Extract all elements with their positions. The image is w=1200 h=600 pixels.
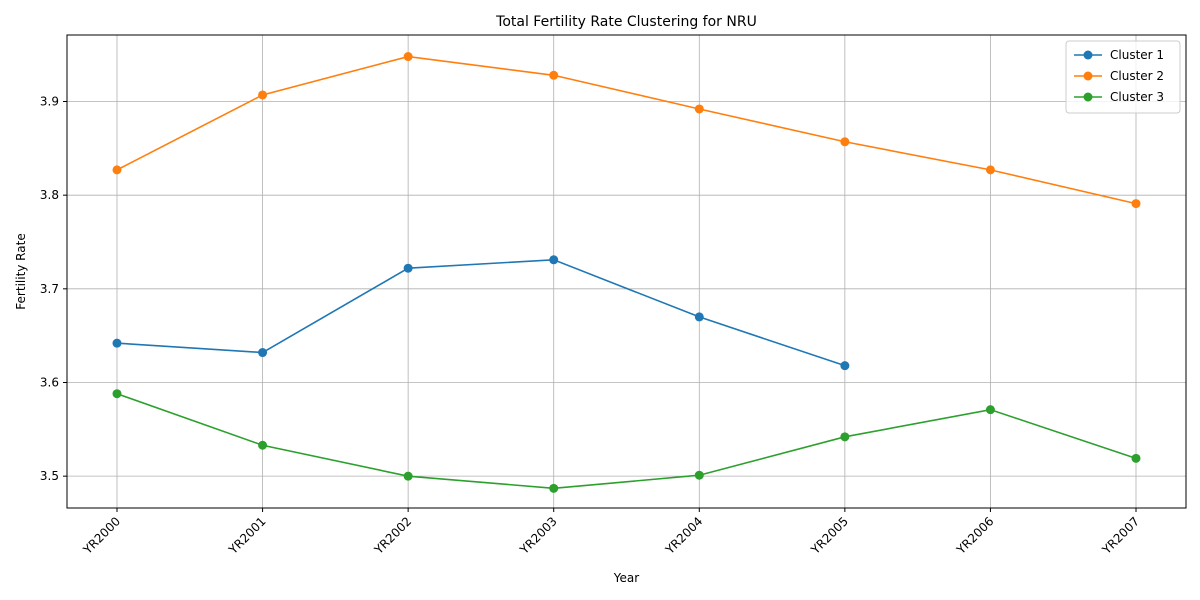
data-point-cluster-2 bbox=[840, 137, 850, 147]
data-point-cluster-3 bbox=[549, 483, 559, 493]
legend-box bbox=[1065, 40, 1181, 114]
data-point-cluster-2 bbox=[985, 165, 995, 175]
data-point-cluster-1 bbox=[840, 361, 850, 371]
data-point-cluster-2 bbox=[549, 70, 559, 80]
data-point-cluster-3 bbox=[840, 432, 850, 442]
series-line-cluster-1 bbox=[116, 258, 846, 367]
x-axis-label: Year bbox=[613, 571, 639, 585]
y-axis-label: Fertility Rate bbox=[14, 233, 28, 309]
data-point-cluster-1 bbox=[258, 348, 268, 358]
legend-swatch-marker bbox=[1083, 71, 1093, 81]
series-line-cluster-2 bbox=[116, 55, 1137, 205]
data-point-cluster-2 bbox=[694, 104, 704, 114]
y-tick-label: 3.5 bbox=[40, 469, 59, 483]
data-point-cluster-2 bbox=[1131, 199, 1141, 209]
legend-swatch-marker bbox=[1083, 92, 1093, 102]
data-point-cluster-1 bbox=[403, 263, 413, 273]
y-tick-label: 3.6 bbox=[40, 375, 59, 389]
series-line-cluster-3 bbox=[116, 392, 1137, 490]
legend-label: Cluster 3 bbox=[1110, 90, 1164, 104]
legend: Cluster 1 Cluster 2 Cluster 3 bbox=[1065, 40, 1181, 114]
plot-frame bbox=[66, 34, 1187, 509]
data-point-cluster-2 bbox=[258, 90, 268, 100]
legend-swatch-marker bbox=[1083, 50, 1093, 60]
data-point-cluster-2 bbox=[112, 165, 122, 175]
data-point-cluster-3 bbox=[403, 471, 413, 481]
data-point-cluster-3 bbox=[112, 389, 122, 399]
data-point-cluster-3 bbox=[985, 405, 995, 415]
y-tick-label: 3.8 bbox=[40, 188, 59, 202]
data-point-cluster-1 bbox=[549, 255, 559, 265]
chart-title: Total Fertility Rate Clustering for NRU bbox=[495, 14, 757, 30]
grid-layer bbox=[67, 35, 1186, 508]
data-point-cluster-1 bbox=[694, 312, 704, 322]
data-point-cluster-3 bbox=[1131, 453, 1141, 463]
legend-label: Cluster 2 bbox=[1110, 69, 1164, 83]
y-tick-label: 3.9 bbox=[40, 95, 59, 109]
data-point-cluster-3 bbox=[258, 440, 268, 450]
legend-label: Cluster 1 bbox=[1110, 48, 1164, 62]
data-point-cluster-3 bbox=[694, 470, 704, 480]
y-tick-label: 3.7 bbox=[40, 282, 59, 296]
data-point-cluster-2 bbox=[403, 52, 413, 62]
series-layer bbox=[112, 52, 1141, 493]
data-point-cluster-1 bbox=[112, 338, 122, 348]
